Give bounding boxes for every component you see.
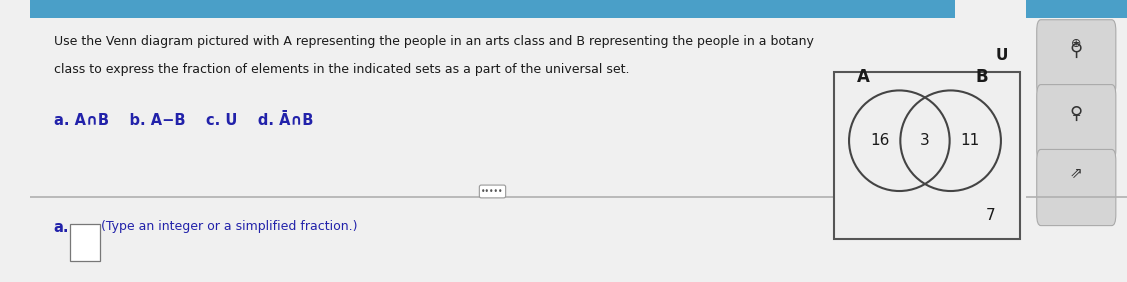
FancyBboxPatch shape bbox=[1037, 85, 1116, 161]
Text: 16: 16 bbox=[870, 133, 889, 148]
Text: (Type an integer or a simplified fraction.): (Type an integer or a simplified fractio… bbox=[100, 220, 357, 233]
FancyBboxPatch shape bbox=[1037, 149, 1116, 226]
Text: a. A∩B    b. A−B    c. U    d. Ā∩B: a. A∩B b. A−B c. U d. Ā∩B bbox=[54, 113, 313, 128]
FancyBboxPatch shape bbox=[834, 72, 1020, 239]
FancyBboxPatch shape bbox=[1026, 0, 1127, 18]
Text: −: − bbox=[1072, 111, 1081, 121]
Text: ⇗: ⇗ bbox=[1070, 166, 1083, 181]
Text: U: U bbox=[996, 48, 1008, 63]
Text: 11: 11 bbox=[960, 133, 980, 148]
Text: 3: 3 bbox=[920, 133, 930, 148]
Text: •••••: ••••• bbox=[481, 187, 504, 196]
Text: 7: 7 bbox=[985, 208, 995, 223]
Text: ⚲: ⚲ bbox=[1070, 105, 1083, 123]
FancyBboxPatch shape bbox=[1037, 20, 1116, 96]
Text: ⊕: ⊕ bbox=[1071, 37, 1082, 50]
Text: A: A bbox=[858, 68, 870, 86]
Text: ⚲: ⚲ bbox=[1070, 42, 1083, 60]
Text: a.: a. bbox=[54, 220, 69, 235]
Text: class to express the fraction of elements in the indicated sets as a part of the: class to express the fraction of element… bbox=[54, 63, 629, 76]
Text: B: B bbox=[976, 68, 988, 86]
Text: Use the Venn diagram pictured with A representing the people in an arts class an: Use the Venn diagram pictured with A rep… bbox=[54, 35, 814, 48]
FancyBboxPatch shape bbox=[30, 0, 955, 18]
FancyBboxPatch shape bbox=[70, 224, 100, 261]
